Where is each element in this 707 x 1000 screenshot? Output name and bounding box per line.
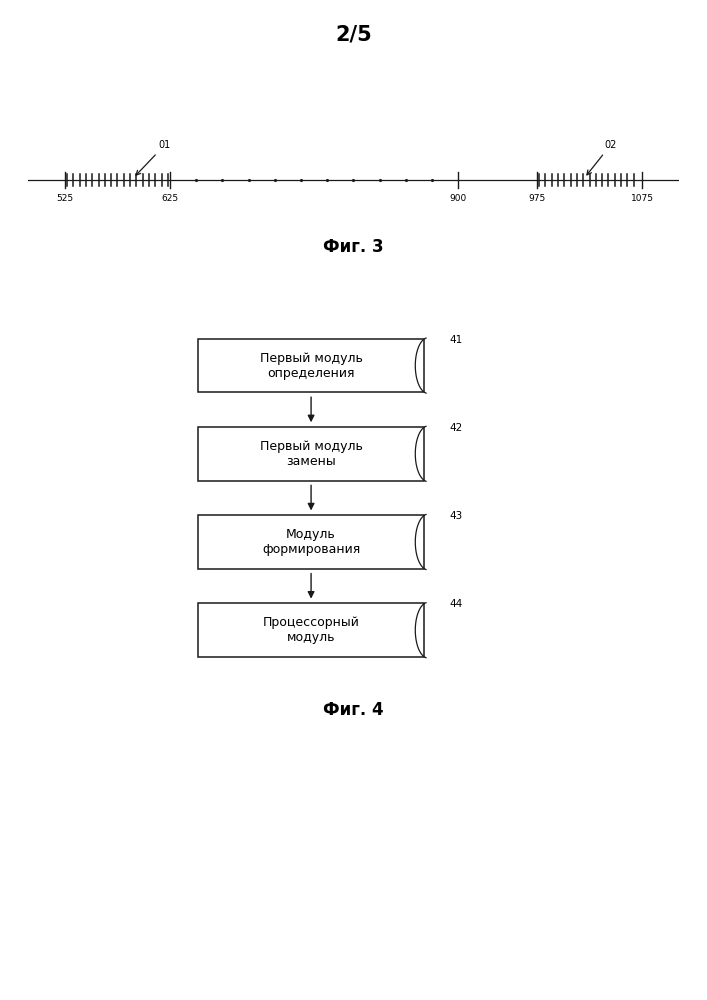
Text: 625: 625 — [161, 194, 178, 203]
Bar — [198, 339, 424, 392]
Text: Первый модуль
определения: Первый модуль определения — [259, 352, 363, 380]
Text: Первый модуль
замены: Первый модуль замены — [259, 440, 363, 468]
Text: 42: 42 — [449, 423, 462, 433]
Bar — [198, 427, 424, 481]
Text: 900: 900 — [450, 194, 467, 203]
Text: 02: 02 — [587, 140, 617, 175]
Text: 975: 975 — [528, 194, 546, 203]
Bar — [198, 515, 424, 569]
Text: 01: 01 — [136, 140, 171, 175]
Text: Модуль
формирования: Модуль формирования — [262, 528, 360, 556]
Text: 41: 41 — [449, 335, 462, 345]
Text: 1075: 1075 — [631, 194, 653, 203]
Text: 525: 525 — [57, 194, 74, 203]
Bar — [198, 603, 424, 657]
Text: 43: 43 — [449, 511, 462, 521]
Text: Фиг. 3: Фиг. 3 — [323, 238, 384, 256]
Text: 2/5: 2/5 — [335, 25, 372, 45]
Text: 44: 44 — [449, 599, 462, 609]
Text: Фиг. 4: Фиг. 4 — [323, 701, 384, 719]
Text: Процессорный
модуль: Процессорный модуль — [262, 616, 360, 644]
